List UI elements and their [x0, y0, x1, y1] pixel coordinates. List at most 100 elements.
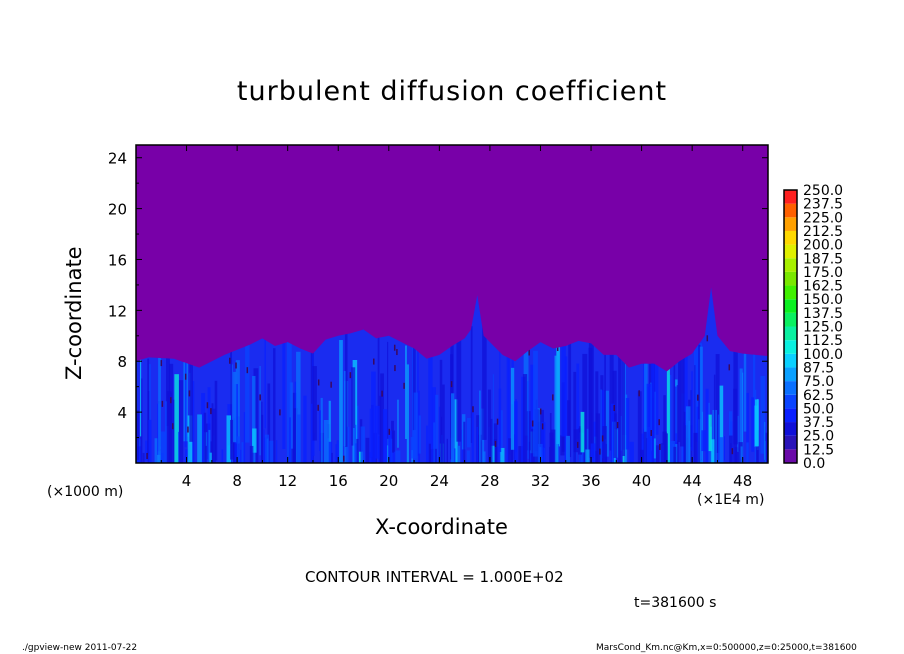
x-unit-label-secondary: (×1E4 m) — [697, 492, 765, 508]
heatmap-cell-dark — [229, 357, 231, 364]
heatmap-cell — [733, 317, 738, 445]
heatmap-cell — [737, 415, 739, 452]
heatmap-cell — [286, 340, 292, 463]
heatmap-cell — [707, 414, 712, 452]
heatmap-cell — [637, 391, 642, 463]
heatmap-cell-dark — [279, 409, 281, 416]
heatmap-cell — [654, 323, 659, 435]
heatmap-cell-dark — [528, 349, 530, 356]
heatmap-cell — [699, 346, 703, 463]
heatmap-cell — [537, 408, 542, 463]
heatmap-cell — [174, 374, 179, 463]
heatmap-cell — [323, 419, 329, 463]
heatmap-cell-dark — [235, 362, 237, 369]
heatmap-cell — [662, 431, 668, 463]
heatmap-cell — [471, 409, 474, 463]
colorbar-label: 225.0 — [803, 210, 843, 226]
heatmap-cell — [751, 397, 755, 452]
heatmap-cell-dark — [188, 390, 191, 397]
heatmap-cell — [585, 449, 590, 463]
heatmap-cell — [259, 365, 261, 456]
heatmap-cell — [230, 419, 234, 460]
heatmap-cell — [204, 452, 206, 463]
x-tick-label: 40 — [632, 472, 651, 490]
heatmap-cell — [331, 452, 333, 463]
heatmap-cell — [690, 390, 692, 448]
x-tick-label: 8 — [232, 472, 242, 490]
heatmap-cell — [566, 435, 570, 463]
heatmap-cell — [482, 451, 486, 463]
y-tick-label: 8 — [117, 353, 127, 371]
heatmap-cell — [683, 336, 688, 444]
heatmap-cell — [405, 345, 407, 439]
heatmap-cell — [624, 394, 628, 463]
heatmap-cell — [674, 386, 677, 463]
x-tick-label: 28 — [480, 472, 499, 490]
heatmap-cell — [397, 399, 399, 448]
heatmap-cell — [715, 354, 720, 453]
heatmap-cell — [418, 415, 421, 454]
heatmap-cell — [654, 391, 656, 463]
heatmap-cell-dark — [317, 379, 320, 386]
heatmap-cell — [252, 428, 257, 453]
heatmap-cell — [746, 392, 749, 463]
heatmap-cell — [499, 447, 505, 463]
colorbar-swatch — [784, 190, 797, 204]
heatmap-cell — [236, 436, 241, 463]
heatmap-cell-dark — [650, 430, 652, 437]
heatmap-cell — [147, 358, 150, 455]
heatmap-cell — [698, 344, 701, 463]
heatmap-cell-dark — [659, 443, 661, 450]
heatmap-cell-dark — [728, 364, 731, 371]
heatmap-cell — [605, 443, 607, 463]
heatmap-cell — [763, 421, 766, 460]
colorbar-swatch — [784, 299, 797, 313]
heatmap-cell — [303, 395, 307, 463]
y-tick-label: 16 — [108, 251, 127, 269]
heatmap-cell — [226, 415, 232, 463]
heatmap-cell — [241, 442, 244, 463]
heatmap-cell — [252, 375, 256, 463]
heatmap-cell — [743, 301, 747, 432]
heatmap-cell — [249, 445, 254, 463]
heatmap-cell — [506, 347, 510, 463]
heatmap-cell — [145, 440, 149, 461]
heatmap-cell — [264, 434, 269, 463]
x-axis-label: X-coordinate — [375, 515, 508, 539]
heatmap-cell — [691, 371, 693, 451]
heatmap-cell — [470, 326, 473, 443]
colorbar-swatch — [784, 408, 797, 423]
heatmap-cell — [618, 351, 622, 463]
heatmap-cell — [154, 438, 158, 463]
heatmap-cell — [375, 405, 380, 459]
colorbar-swatch — [784, 271, 797, 286]
heatmap-cell — [346, 426, 350, 463]
heatmap-cell — [412, 295, 416, 431]
heatmap-cell — [673, 446, 677, 463]
heatmap-cell — [740, 446, 743, 463]
heatmap-cell — [160, 452, 164, 463]
colorbar-label: 150.0 — [803, 292, 843, 308]
heatmap-cell-dark — [601, 435, 604, 442]
heatmap-cell-dark — [146, 452, 148, 459]
heatmap-cell — [165, 401, 168, 463]
heatmap-cell-dark — [731, 448, 734, 455]
heatmap-cell — [413, 392, 418, 463]
heatmap-cell — [161, 431, 166, 463]
heatmap-cell-dark — [599, 448, 601, 455]
x-tick-label: 44 — [683, 472, 702, 490]
heatmap-cell — [411, 450, 413, 463]
heatmap-cell — [576, 363, 580, 440]
heatmap-cell — [746, 442, 749, 463]
colorbar-swatch — [784, 422, 797, 436]
y-tick-label: 4 — [117, 404, 127, 422]
heatmap-cell — [466, 417, 471, 448]
heatmap-cell — [371, 371, 376, 463]
heatmap-cell — [670, 440, 676, 463]
heatmap-cell — [365, 437, 370, 463]
colorbar-swatch — [784, 367, 797, 382]
heatmap-cell-dark — [210, 408, 212, 415]
heatmap-cell — [653, 438, 656, 459]
plot-frame — [135, 144, 769, 464]
